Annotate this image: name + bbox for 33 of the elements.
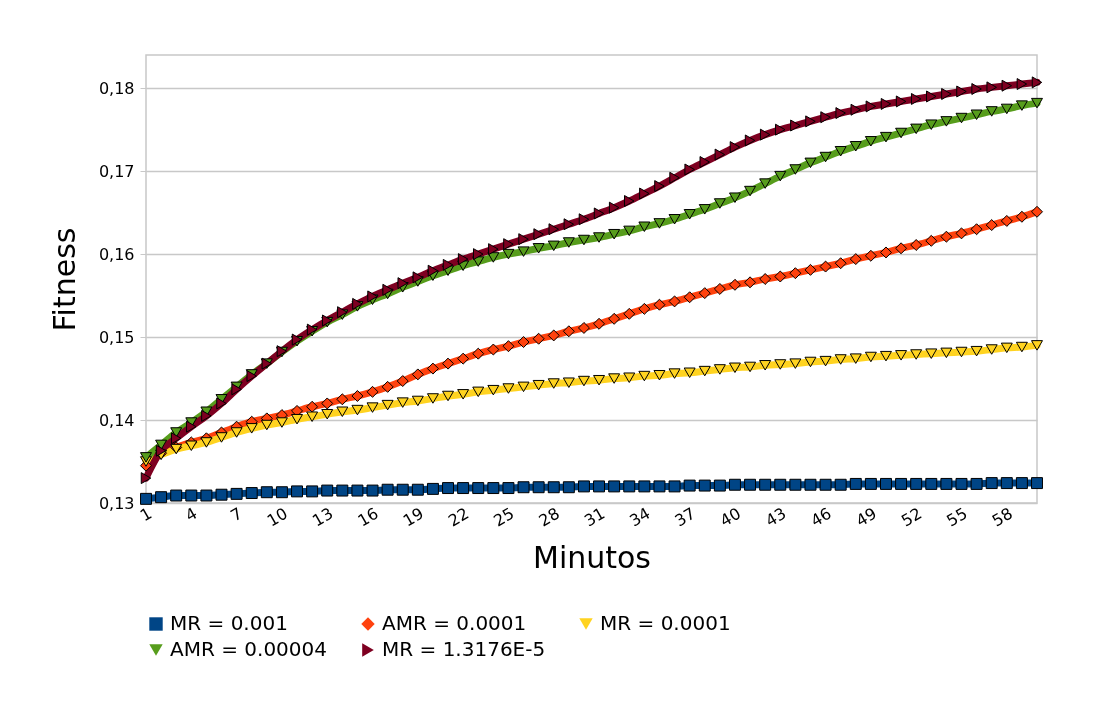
x-axis-title: Minutos bbox=[533, 539, 651, 575]
x-tick-label: 1 bbox=[136, 503, 155, 526]
x-tick-label: 7 bbox=[227, 503, 246, 526]
x-tick-label: 10 bbox=[263, 503, 291, 531]
x-tick-label: 34 bbox=[626, 503, 654, 531]
x-tick-label: 19 bbox=[399, 503, 427, 531]
legend-label: AMR = 0.0001 bbox=[382, 611, 527, 635]
x-tick-label: 46 bbox=[807, 503, 835, 531]
legend-label: MR = 0.0001 bbox=[600, 611, 731, 635]
y-tick-label: 0,18 bbox=[98, 78, 135, 98]
x-tick-label: 16 bbox=[354, 503, 382, 531]
x-tick-label: 37 bbox=[671, 503, 699, 531]
x-tick-label: 43 bbox=[762, 503, 790, 531]
y-axis-title: Fitness bbox=[46, 227, 82, 332]
y-tick-label: 0,17 bbox=[98, 161, 135, 181]
x-tick-label: 22 bbox=[445, 503, 473, 531]
x-tick-label: 4 bbox=[181, 503, 201, 526]
y-tick-label: 0,16 bbox=[98, 244, 135, 264]
y-tick-label: 0,14 bbox=[98, 410, 135, 430]
x-tick-label: 40 bbox=[716, 503, 744, 531]
x-tick-label: 49 bbox=[852, 503, 880, 531]
x-tick-label: 55 bbox=[943, 503, 971, 531]
x-tick-label: 13 bbox=[309, 503, 337, 531]
x-tick-label: 58 bbox=[988, 503, 1016, 531]
legend-label: AMR = 0.00004 bbox=[170, 637, 328, 661]
y-tick-label: 0,13 bbox=[98, 493, 135, 513]
x-tick-label: 28 bbox=[535, 503, 563, 531]
x-tick-label: 25 bbox=[490, 503, 518, 531]
x-tick-label: 52 bbox=[898, 503, 926, 531]
legend-label: MR = 1.3176E-5 bbox=[382, 637, 546, 661]
legend-label: MR = 0.001 bbox=[170, 611, 288, 635]
x-tick-label: 31 bbox=[580, 503, 609, 531]
y-tick-label: 0,15 bbox=[98, 327, 135, 347]
